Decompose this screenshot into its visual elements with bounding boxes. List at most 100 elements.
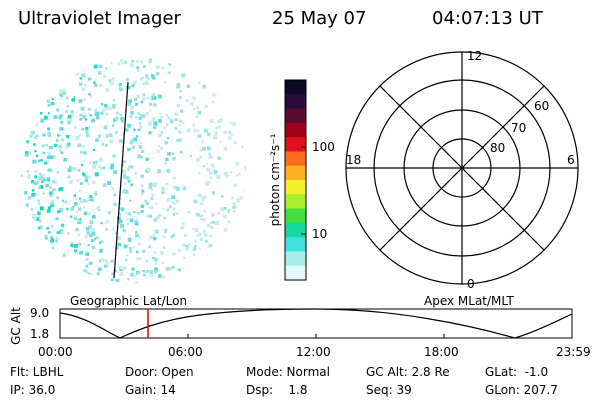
emission-pixel: [115, 131, 118, 134]
colorbar-band: [285, 80, 306, 95]
emission-pixel: [138, 117, 142, 120]
emission-pixel: [197, 134, 202, 138]
emission-pixel: [146, 167, 151, 172]
emission-pixel: [151, 193, 155, 197]
emission-pixel: [69, 118, 73, 122]
emission-pixel: [196, 129, 200, 133]
emission-pixel: [210, 221, 213, 225]
emission-pixel: [121, 120, 124, 123]
emission-pixel: [78, 82, 83, 87]
emission-pixel: [206, 128, 209, 131]
emission-pixel: [219, 141, 222, 144]
emission-pixel: [38, 202, 41, 205]
emission-pixel: [210, 163, 215, 168]
emission-pixel: [192, 96, 196, 100]
emission-pixel: [163, 216, 167, 220]
emission-pixel: [115, 279, 120, 283]
emission-pixel: [178, 124, 181, 127]
emission-pixel: [172, 201, 175, 204]
emission-pixel: [150, 274, 153, 278]
emission-pixel: [153, 218, 157, 222]
emission-pixel: [42, 151, 45, 155]
emission-pixel: [52, 179, 56, 184]
emission-pixel: [202, 85, 206, 89]
emission-pixel: [198, 232, 202, 236]
lat-label-80: 80: [490, 141, 505, 155]
emission-pixel: [138, 145, 143, 149]
emission-pixel: [111, 187, 114, 190]
emission-pixel: [101, 143, 105, 146]
emission-pixel: [107, 211, 111, 214]
emission-pixel: [77, 233, 81, 236]
emission-pixel: [122, 160, 126, 164]
emission-pixel: [94, 109, 97, 113]
emission-pixel: [34, 150, 37, 153]
emission-pixel: [55, 139, 59, 142]
emission-pixel: [151, 116, 156, 121]
emission-pixel: [203, 128, 208, 133]
emission-pixel: [153, 103, 157, 107]
emission-pixel: [47, 131, 51, 136]
emission-pixel: [105, 112, 109, 116]
emission-pixel: [204, 105, 208, 108]
emission-pixel: [50, 201, 54, 205]
emission-pixel: [85, 126, 89, 130]
emission-pixel: [171, 252, 175, 255]
emission-pixel: [77, 143, 82, 148]
emission-pixel: [31, 193, 35, 197]
emission-pixel: [172, 213, 176, 216]
emission-pixel: [109, 107, 112, 111]
emission-pixel: [138, 242, 142, 246]
emission-pixel: [130, 138, 134, 142]
emission-pixel: [164, 141, 168, 145]
emission-pixel: [147, 96, 150, 100]
emission-pixel: [121, 269, 124, 272]
emission-pixel: [82, 173, 86, 177]
emission-pixel: [122, 61, 126, 65]
emission-pixel: [27, 196, 32, 200]
emission-pixel: [73, 216, 78, 221]
emission-pixel: [244, 165, 246, 170]
emission-pixel: [32, 159, 37, 164]
emission-pixel: [122, 190, 126, 194]
emission-pixel: [45, 237, 48, 240]
emission-pixel: [95, 138, 99, 142]
emission-pixel: [76, 72, 79, 76]
mlt-label-12: 12: [467, 49, 482, 63]
emission-pixel: [149, 109, 152, 112]
colorbar-gradient: [285, 80, 306, 281]
emission-pixel: [207, 132, 211, 136]
emission-pixel: [180, 109, 184, 113]
emission-pixel: [206, 168, 211, 172]
emission-pixel: [137, 272, 140, 276]
emission-pixel: [153, 125, 157, 130]
emission-pixel: [32, 213, 36, 217]
emission-pixel: [61, 199, 64, 202]
emission-pixel: [66, 105, 70, 108]
lat-label-70: 70: [511, 121, 526, 135]
emission-pixel: [188, 243, 191, 246]
emission-pixel: [87, 243, 90, 247]
emission-pixel: [158, 133, 162, 137]
emission-pixel: [59, 89, 62, 92]
emission-pixel: [27, 150, 32, 155]
emission-pixel: [166, 208, 170, 212]
emission-pixel: [119, 213, 122, 216]
emission-pixel: [47, 168, 51, 172]
emission-pixel: [55, 236, 60, 240]
emission-pixel: [40, 174, 44, 178]
emission-pixel: [107, 105, 110, 108]
emission-pixel: [87, 77, 91, 81]
emission-pixel: [39, 112, 43, 115]
emission-pixel: [138, 236, 141, 239]
emission-pixel: [85, 130, 89, 134]
emission-pixel: [112, 106, 116, 110]
emission-pixel: [88, 93, 91, 96]
emission-pixel: [47, 104, 51, 107]
emission-pixel: [91, 180, 96, 184]
emission-pixel: [182, 243, 186, 247]
emission-pixel: [51, 246, 54, 250]
emission-pixel: [85, 133, 90, 138]
emission-pixel: [73, 249, 77, 253]
emission-pixel: [193, 199, 198, 204]
